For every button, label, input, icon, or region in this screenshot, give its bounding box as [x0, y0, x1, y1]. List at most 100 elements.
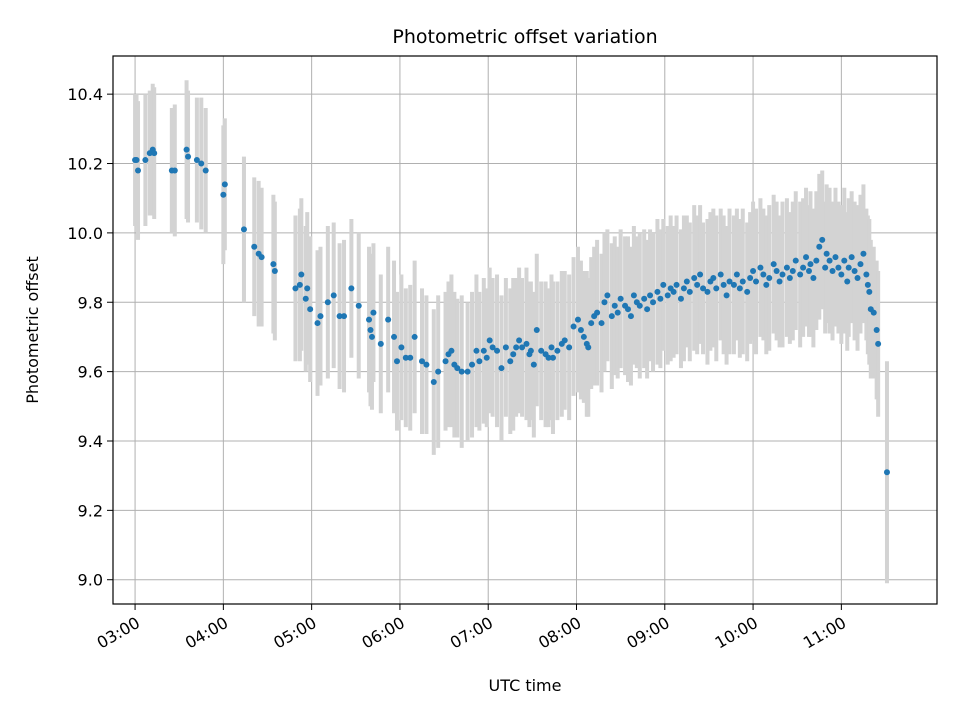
data-point — [307, 306, 314, 313]
data-point — [644, 306, 651, 313]
data-point — [883, 469, 890, 476]
data-point — [870, 309, 877, 316]
data-point — [292, 285, 299, 292]
data-point — [510, 351, 517, 358]
data-point — [750, 268, 757, 275]
data-point — [435, 368, 442, 375]
data-point — [498, 365, 505, 372]
data-point — [271, 268, 278, 275]
data-point — [816, 243, 823, 250]
data-point — [507, 358, 514, 365]
data-point — [803, 254, 810, 261]
data-point — [135, 167, 142, 174]
data-point — [577, 327, 584, 333]
data-point — [423, 361, 430, 368]
data-point — [419, 358, 425, 365]
data-point — [776, 278, 783, 285]
data-point — [368, 333, 375, 340]
data-point — [142, 157, 149, 164]
data-point — [585, 344, 592, 351]
data-point — [757, 264, 764, 271]
data-point — [314, 320, 321, 327]
data-point — [473, 347, 480, 354]
data-point — [251, 243, 258, 250]
data-point — [549, 354, 556, 361]
data-point — [786, 274, 793, 281]
data-point — [845, 264, 852, 271]
data-point — [324, 299, 331, 306]
data-point — [789, 268, 796, 275]
data-point — [730, 281, 737, 288]
data-point — [683, 278, 690, 285]
data-point — [391, 333, 398, 340]
data-point — [483, 354, 490, 361]
data-point — [650, 299, 657, 306]
data-point — [654, 288, 661, 295]
data-point — [464, 368, 471, 375]
data-point — [673, 281, 680, 288]
data-point — [810, 274, 817, 281]
data-point — [686, 288, 693, 295]
data-point — [760, 271, 767, 278]
data-point — [296, 281, 303, 288]
data-point — [860, 250, 867, 257]
data-point — [430, 379, 437, 386]
data-point — [627, 313, 634, 320]
data-point — [636, 302, 643, 309]
data-points — [132, 146, 890, 476]
data-point — [486, 337, 493, 344]
y-tick-label: 10.2 — [67, 155, 103, 174]
data-point — [548, 344, 555, 351]
data-point — [570, 323, 577, 330]
data-point — [660, 281, 667, 288]
data-point — [611, 302, 618, 309]
data-point — [630, 292, 637, 299]
data-point — [527, 347, 534, 354]
data-point — [554, 347, 561, 354]
y-tick-label: 9.0 — [78, 571, 103, 590]
data-point — [594, 309, 601, 316]
data-point — [657, 295, 664, 302]
y-tick-label: 9.2 — [78, 501, 103, 520]
data-point — [494, 347, 501, 354]
data-point — [533, 327, 540, 333]
data-point — [240, 226, 247, 233]
data-point — [807, 261, 814, 268]
data-point — [393, 358, 400, 365]
data-point — [763, 281, 770, 288]
y-tick-label: 9.8 — [78, 293, 103, 312]
data-point — [151, 150, 158, 157]
data-point — [336, 313, 343, 320]
data-point — [726, 278, 733, 285]
data-point — [617, 295, 624, 302]
data-point — [700, 285, 707, 292]
data-point — [717, 271, 724, 278]
data-point — [133, 157, 140, 164]
data-point — [513, 344, 520, 351]
data-point — [848, 254, 855, 261]
data-point — [819, 236, 826, 243]
data-point — [604, 292, 611, 299]
data-point — [407, 354, 414, 361]
data-point — [171, 167, 178, 174]
data-point — [747, 274, 754, 281]
data-point — [704, 288, 711, 295]
data-point — [680, 285, 687, 292]
data-point — [458, 368, 465, 375]
data-point — [822, 264, 829, 271]
data-point — [792, 257, 799, 264]
data-point — [739, 278, 746, 285]
data-point — [355, 302, 362, 309]
data-point — [258, 254, 265, 261]
data-point — [838, 271, 845, 278]
y-axis-ticks: 9.0 9.2 9.4 9.6 9.8 10.0 10.2 10.4 — [67, 85, 113, 590]
data-point — [691, 274, 698, 281]
data-point — [697, 271, 704, 278]
data-point — [608, 313, 615, 320]
data-point — [720, 281, 727, 288]
data-point — [574, 316, 581, 323]
data-point — [851, 268, 858, 275]
y-tick-label: 10.0 — [67, 224, 103, 243]
data-point — [844, 278, 851, 285]
